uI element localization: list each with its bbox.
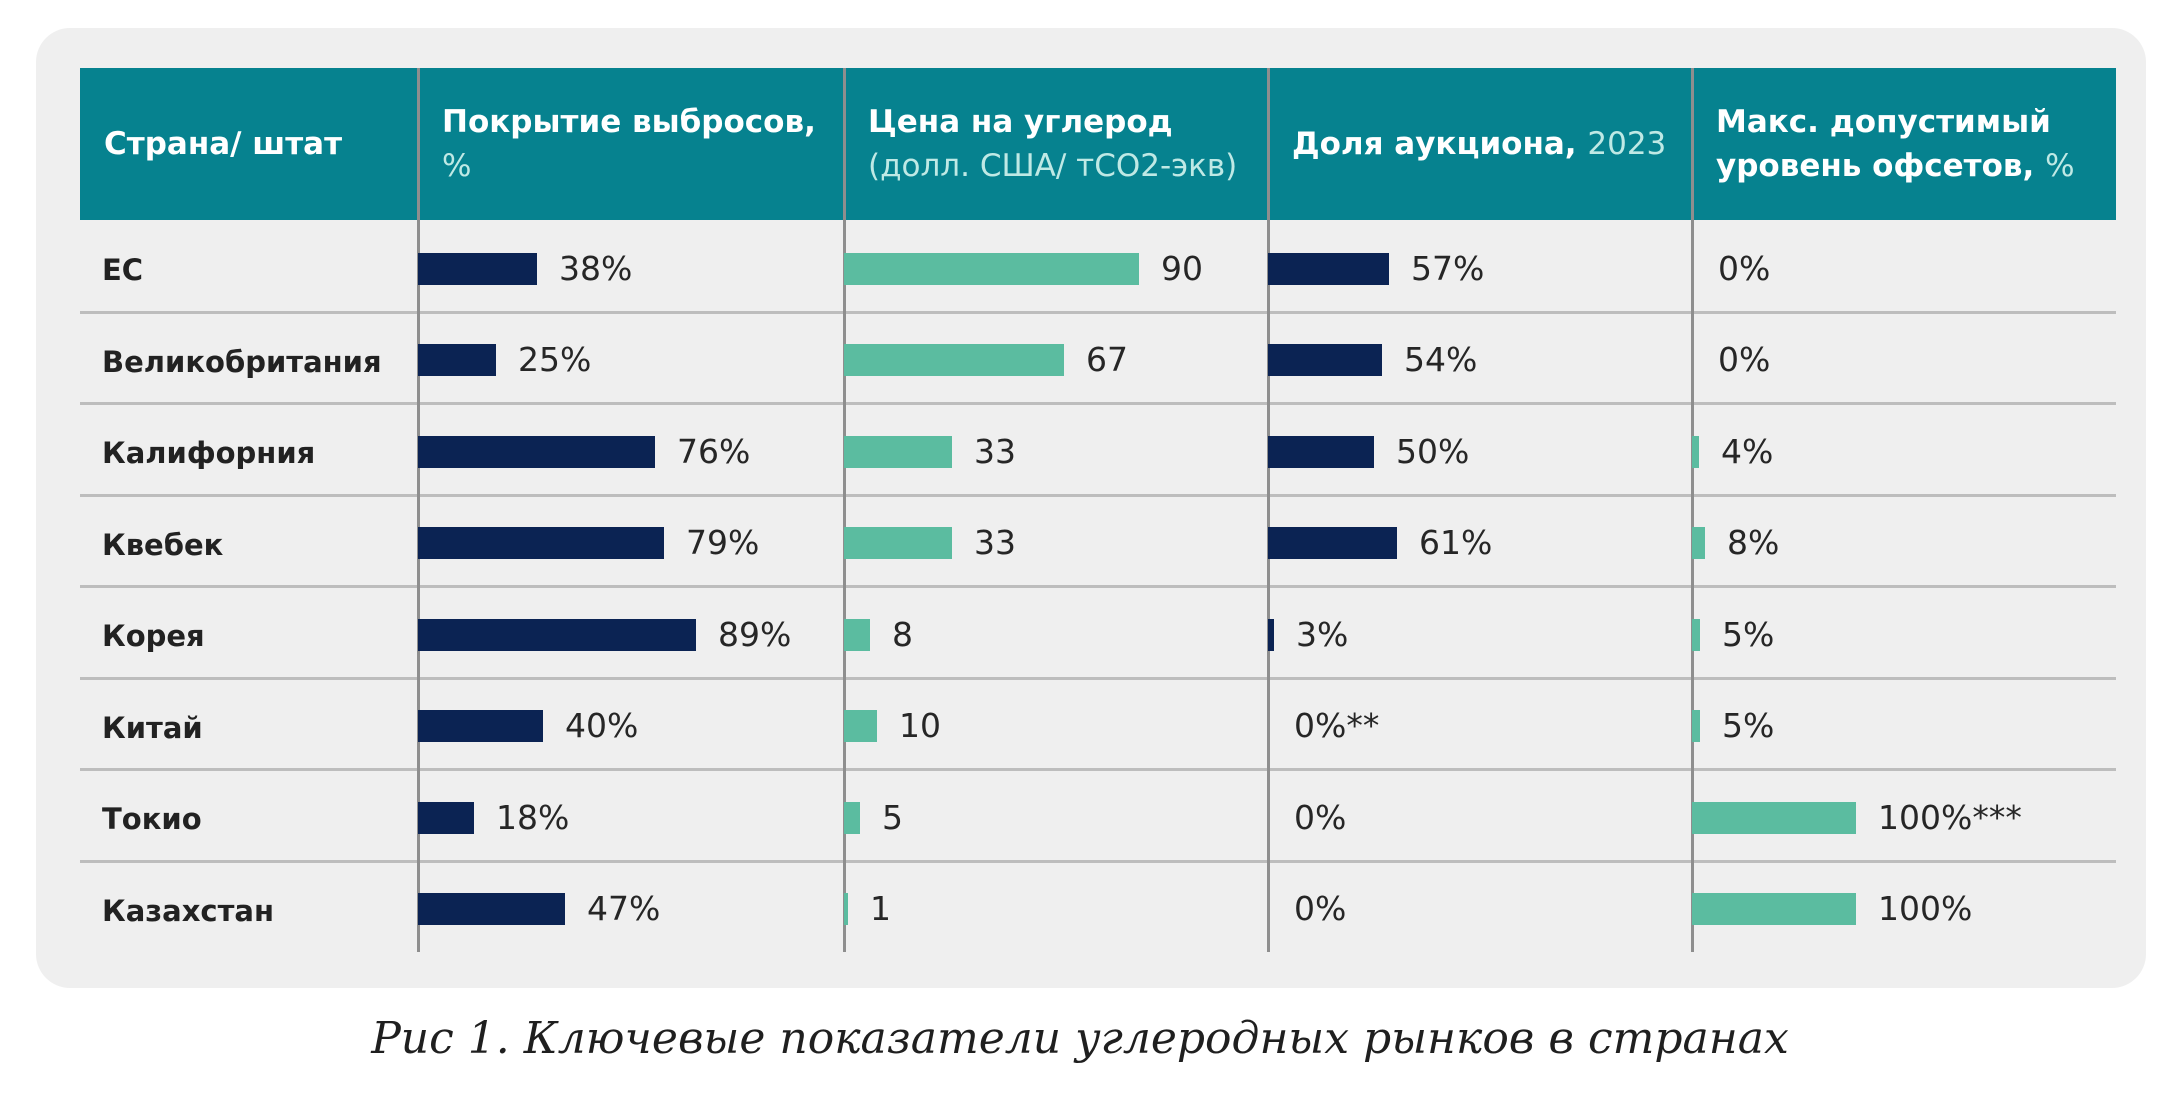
bar-coverage [418, 436, 655, 468]
carbon-markets-table: Страна/ штат Покрытие выбросов, % Цена н… [80, 68, 2116, 952]
value-label-offsets: 5% [1722, 615, 1775, 654]
bar-coverage [418, 344, 496, 376]
value-label-auction: 0%** [1294, 706, 1380, 745]
value-label-auction: 3% [1296, 615, 1349, 654]
bar-price [844, 710, 877, 742]
bar-price [844, 893, 848, 925]
column-divider [1691, 68, 1694, 952]
value-label-price: 1 [870, 889, 891, 928]
header-coverage-label: Покрытие выбросов, [442, 104, 816, 140]
value-label-auction: 50% [1396, 432, 1470, 471]
column-divider [1267, 68, 1270, 952]
header-offsets: Макс. допустимый уровень офсетов, % [1692, 68, 2116, 220]
bar-offsets [1692, 893, 1856, 925]
bar-price [844, 253, 1139, 285]
value-label-price: 33 [974, 432, 1016, 471]
value-label-auction: 0% [1294, 798, 1347, 837]
bar-price [844, 527, 952, 559]
value-label-coverage: 89% [718, 615, 792, 654]
value-label-offsets: 100% [1878, 889, 1973, 928]
row-separator [80, 585, 2116, 588]
figure-caption: Рис 1. Ключевые показатели углеродных ры… [371, 1013, 1789, 1064]
header-coverage: Покрытие выбросов, % [418, 68, 844, 220]
header-country-label: Страна/ штат [104, 126, 343, 162]
bar-auction [1268, 436, 1374, 468]
value-label-coverage: 47% [587, 889, 661, 928]
bar-coverage [418, 893, 565, 925]
row-separator [80, 860, 2116, 863]
row-separator [80, 402, 2116, 405]
country-label: Квебек [102, 528, 224, 562]
header-country: Страна/ штат [80, 68, 418, 220]
value-label-price: 5 [882, 798, 903, 837]
bar-coverage [418, 802, 474, 834]
bar-offsets [1692, 436, 1699, 468]
country-label: ЕС [102, 253, 144, 287]
value-label-coverage: 40% [565, 706, 639, 745]
bar-price [844, 802, 860, 834]
bar-coverage [418, 710, 543, 742]
value-label-offsets: 4% [1721, 432, 1774, 471]
value-label-coverage: 76% [677, 432, 751, 471]
value-label-offsets: 5% [1722, 706, 1775, 745]
column-divider [417, 68, 420, 952]
value-label-price: 67 [1086, 340, 1128, 379]
header-offsets-label: Макс. допустимый уровень офсетов, [1716, 104, 2051, 184]
value-label-price: 10 [899, 706, 941, 745]
header-price: Цена на углерод (долл. США/ тСО2-экв) [844, 68, 1268, 220]
value-label-offsets: 0% [1718, 340, 1771, 379]
header-coverage-unit: % [442, 148, 472, 184]
bar-auction [1268, 253, 1389, 285]
value-label-price: 33 [974, 523, 1016, 562]
row-separator [80, 768, 2116, 771]
bar-auction [1268, 619, 1274, 651]
row-separator [80, 677, 2116, 680]
header-price-label: Цена на углерод [868, 104, 1173, 140]
value-label-price: 8 [892, 615, 913, 654]
country-label: Калифорния [102, 436, 316, 470]
column-divider [843, 68, 846, 952]
country-label: Токио [102, 802, 202, 836]
value-label-auction: 54% [1404, 340, 1478, 379]
bar-price [844, 619, 870, 651]
value-label-auction: 0% [1294, 889, 1347, 928]
header-auction-year: 2023 [1587, 126, 1667, 162]
value-label-coverage: 79% [686, 523, 760, 562]
bar-offsets [1692, 710, 1700, 742]
country-label: Казахстан [102, 894, 275, 928]
country-label: Корея [102, 619, 205, 653]
bar-price [844, 344, 1064, 376]
header-auction: Доля аукциона, 2023 [1268, 68, 1692, 220]
bar-price [844, 436, 952, 468]
country-label: Китай [102, 711, 203, 745]
value-label-coverage: 25% [518, 340, 592, 379]
value-label-offsets: 0% [1718, 249, 1771, 288]
bar-auction [1268, 527, 1397, 559]
row-separator [80, 494, 2116, 497]
row-separator [80, 311, 2116, 314]
header-auction-label: Доля аукциона, [1292, 126, 1577, 162]
value-label-price: 90 [1161, 249, 1203, 288]
value-label-auction: 57% [1411, 249, 1485, 288]
value-label-coverage: 18% [496, 798, 570, 837]
bar-offsets [1692, 802, 1856, 834]
bar-coverage [418, 527, 664, 559]
bar-offsets [1692, 527, 1705, 559]
bar-offsets [1692, 619, 1700, 651]
bar-coverage [418, 253, 537, 285]
value-label-offsets: 8% [1727, 523, 1780, 562]
country-label: Великобритания [102, 345, 382, 379]
value-label-coverage: 38% [559, 249, 633, 288]
header-offsets-unit: % [2045, 148, 2075, 184]
bar-auction [1268, 344, 1382, 376]
header-price-unit: (долл. США/ тСО2-экв) [868, 148, 1238, 184]
value-label-auction: 61% [1419, 523, 1493, 562]
table-header: Страна/ штат Покрытие выбросов, % Цена н… [80, 68, 2116, 220]
bar-coverage [418, 619, 696, 651]
value-label-offsets: 100%*** [1878, 798, 2022, 837]
